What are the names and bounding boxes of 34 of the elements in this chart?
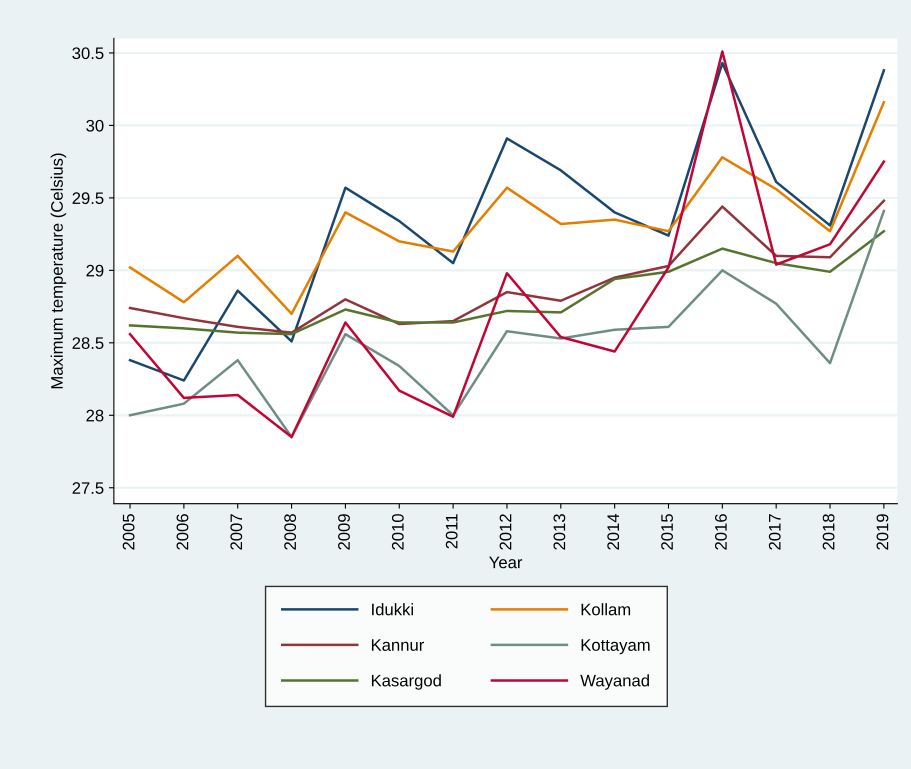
x-tick-label: 2008 — [284, 514, 296, 550]
x-tick-label: 2006 — [176, 514, 188, 550]
line-series — [128, 62, 886, 382]
x-tick-label: 2015 — [661, 514, 673, 550]
y-tick-label: 30 — [86, 120, 104, 132]
legend-label: Kollam — [582, 603, 630, 616]
legend-label: Wayanad — [580, 674, 649, 690]
legend-label: Kottayam — [582, 639, 650, 654]
x-tick-label: 2013 — [553, 514, 566, 550]
x-tick-label: 2011 — [446, 514, 458, 548]
y-tick-label: 28 — [86, 410, 104, 422]
x-tick-label: 2005 — [122, 514, 135, 550]
y-tick-label: 27.5 — [72, 482, 104, 494]
legend-label: Kannur — [372, 639, 424, 651]
x-tick-label: 2007 — [230, 514, 242, 550]
x-tick-label: 2018 — [822, 514, 834, 550]
legend-label: Kasargod — [372, 674, 441, 690]
y-axis-title: Maximum temperature (Celsius) — [50, 154, 66, 388]
x-tick-label: 2017 — [768, 514, 781, 550]
x-tick-label: 2016 — [715, 514, 727, 550]
legend-label: Idukki — [372, 603, 413, 616]
y-tick-label: 29.5 — [72, 192, 104, 204]
x-tick-label: 2010 — [392, 514, 404, 550]
y-tick-label: 29 — [86, 264, 104, 277]
y-tick-label: 30.5 — [72, 47, 104, 60]
x-axis-title: Year — [489, 556, 522, 568]
x-tick-label: 2014 — [607, 514, 620, 550]
x-tick-label: 2012 — [500, 514, 512, 550]
line-series — [128, 230, 886, 336]
x-tick-label: 2009 — [338, 514, 350, 550]
y-tick-label: 28.5 — [72, 337, 104, 350]
line-series — [128, 100, 886, 316]
line-series — [128, 50, 886, 438]
x-tick-label: 2019 — [876, 514, 888, 550]
